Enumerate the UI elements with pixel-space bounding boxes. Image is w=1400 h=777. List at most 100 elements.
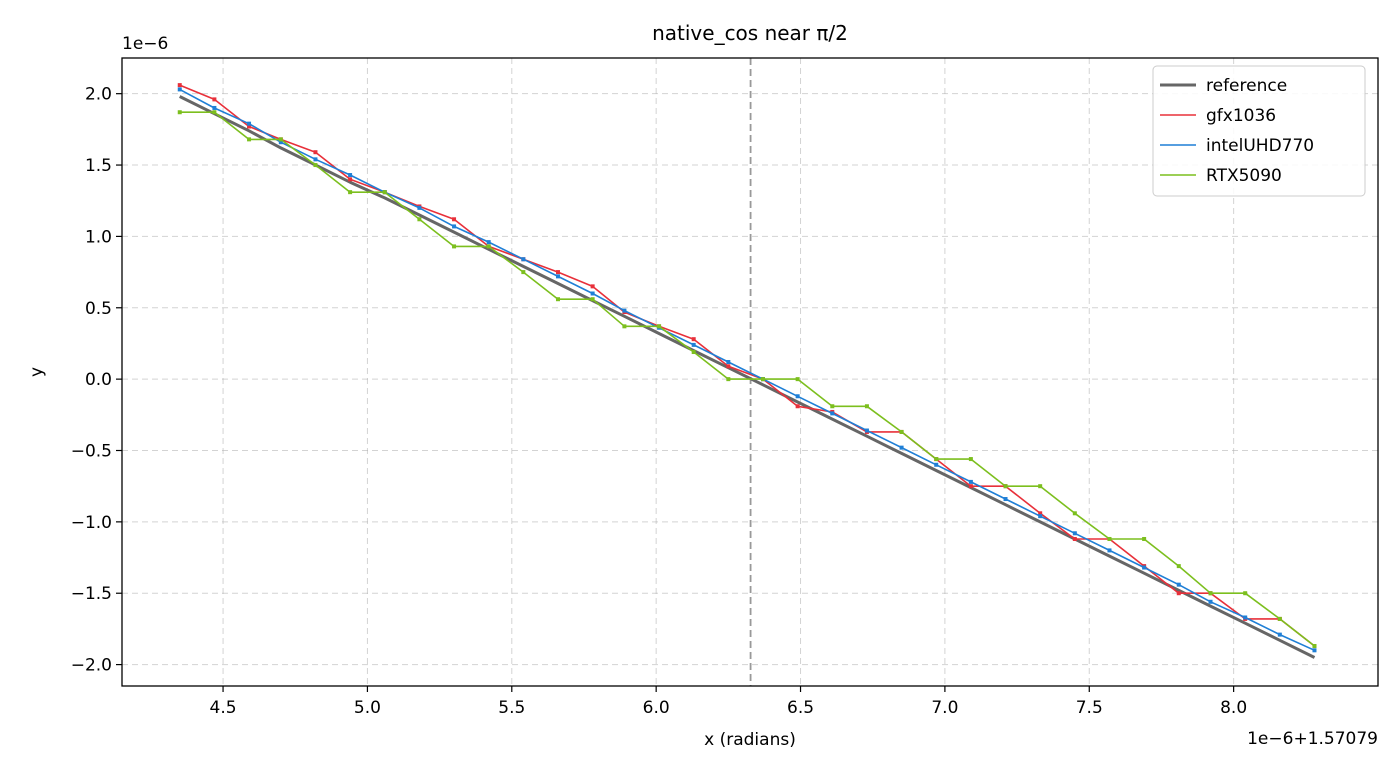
data-point-inteluhd770 xyxy=(1243,615,1248,620)
data-point-inteluhd770 xyxy=(177,87,182,92)
y-tick-label: 0.5 xyxy=(85,299,112,319)
data-point-rtx5090 xyxy=(899,429,904,434)
y-tick-label: −1.0 xyxy=(71,513,112,533)
series-line-gfx1036 xyxy=(179,84,1315,647)
data-point-rtx5090 xyxy=(622,324,627,329)
data-point-rtx5090 xyxy=(1072,511,1077,516)
data-point-gfx1036 xyxy=(212,97,217,102)
data-point-gfx1036 xyxy=(1038,511,1043,516)
data-point-rtx5090 xyxy=(760,377,765,382)
y-tick-label: 0.0 xyxy=(85,370,112,390)
x-axis-label: x (radians) xyxy=(704,730,796,750)
data-point-inteluhd770 xyxy=(486,240,491,245)
data-point-rtx5090 xyxy=(555,297,560,302)
chart-title: native_cos near π/2 xyxy=(652,21,848,45)
data-point-inteluhd770 xyxy=(278,140,283,145)
x-tick-label: 8.0 xyxy=(1220,698,1247,718)
data-point-rtx5090 xyxy=(1176,564,1181,569)
data-point-rtx5090 xyxy=(1003,484,1008,489)
legend-entry-rtx5090: RTX5090 xyxy=(1160,166,1282,186)
data-point-inteluhd770 xyxy=(452,224,457,229)
series-inteluhd770 xyxy=(177,87,1317,653)
data-point-rtx5090 xyxy=(1107,536,1112,541)
y-tick-label: −2.0 xyxy=(71,656,112,676)
x-tick-label: 5.5 xyxy=(498,698,525,718)
data-point-gfx1036 xyxy=(726,364,731,369)
data-point-inteluhd770 xyxy=(247,121,252,126)
x-tick-label: 4.5 xyxy=(210,698,237,718)
y-tick-label: 2.0 xyxy=(85,85,112,105)
data-point-inteluhd770 xyxy=(830,411,835,416)
data-point-inteluhd770 xyxy=(1277,632,1282,637)
data-point-inteluhd770 xyxy=(1208,599,1213,604)
data-point-inteluhd770 xyxy=(417,205,422,210)
legend-entry-inteluhd770: intelUHD770 xyxy=(1160,136,1314,156)
data-point-gfx1036 xyxy=(177,83,182,88)
data-point-rtx5090 xyxy=(1243,591,1248,596)
data-point-inteluhd770 xyxy=(521,257,526,262)
data-point-rtx5090 xyxy=(968,457,973,462)
x-axis-ticks: 4.5 5.0 5.5 6.0 6.5 7.0 7.5 8.0 xyxy=(210,686,1247,718)
series-line-reference xyxy=(179,95,1316,659)
legend-label: RTX5090 xyxy=(1206,166,1282,186)
data-point-rtx5090 xyxy=(830,404,835,409)
data-point-inteluhd770 xyxy=(348,173,353,178)
x-tick-label: 6.0 xyxy=(643,698,670,718)
series-line-rtx5090 xyxy=(179,111,1315,647)
data-point-rtx5090 xyxy=(486,244,491,249)
data-point-rtx5090 xyxy=(795,377,800,382)
grid xyxy=(122,58,1378,686)
y-axis-offset-text: 1e−6 xyxy=(122,34,168,54)
y-axis-label: y xyxy=(27,367,47,377)
series-group xyxy=(177,83,1317,659)
series-reference xyxy=(179,95,1316,659)
x-tick-label: 5.0 xyxy=(354,698,381,718)
data-point-rtx5090 xyxy=(452,244,457,249)
data-point-rtx5090 xyxy=(1038,484,1043,489)
y-tick-label: 1.0 xyxy=(85,227,112,247)
data-point-rtx5090 xyxy=(691,350,696,355)
y-tick-label: −1.5 xyxy=(71,584,112,604)
data-point-rtx5090 xyxy=(1277,616,1282,621)
data-point-inteluhd770 xyxy=(726,360,731,365)
legend: reference gfx1036 intelUHD770 RTX5090 xyxy=(1152,65,1366,197)
data-point-gfx1036 xyxy=(691,337,696,342)
data-point-inteluhd770 xyxy=(1003,497,1008,502)
data-point-inteluhd770 xyxy=(864,428,869,433)
data-point-gfx1036 xyxy=(1072,536,1077,541)
x-tick-label: 6.5 xyxy=(787,698,814,718)
data-point-rtx5090 xyxy=(934,457,939,462)
data-point-inteluhd770 xyxy=(313,157,318,162)
data-point-rtx5090 xyxy=(590,297,595,302)
data-point-inteluhd770 xyxy=(1038,514,1043,519)
legend-entry-reference: reference xyxy=(1160,76,1287,96)
data-point-gfx1036 xyxy=(1176,591,1181,596)
data-point-inteluhd770 xyxy=(968,479,973,484)
data-point-rtx5090 xyxy=(417,217,422,222)
plot-frame xyxy=(121,57,1379,687)
data-point-rtx5090 xyxy=(1208,591,1213,596)
data-point-inteluhd770 xyxy=(795,394,800,399)
legend-label: reference xyxy=(1206,76,1287,96)
series-gfx1036 xyxy=(177,83,1317,649)
data-point-inteluhd770 xyxy=(622,308,627,313)
data-point-gfx1036 xyxy=(348,177,353,182)
data-point-rtx5090 xyxy=(864,404,869,409)
series-line-inteluhd770 xyxy=(179,88,1315,652)
data-point-rtx5090 xyxy=(212,110,217,115)
data-point-rtx5090 xyxy=(1142,536,1147,541)
data-point-gfx1036 xyxy=(313,150,318,155)
data-point-rtx5090 xyxy=(726,377,731,382)
y-tick-label: 1.5 xyxy=(85,156,112,176)
legend-entry-gfx1036: gfx1036 xyxy=(1160,106,1276,126)
data-point-inteluhd770 xyxy=(555,274,560,279)
data-point-rtx5090 xyxy=(278,137,283,142)
data-point-gfx1036 xyxy=(590,284,595,289)
data-point-inteluhd770 xyxy=(1107,548,1112,553)
data-point-gfx1036 xyxy=(555,270,560,275)
y-axis-ticks: −2.0 −1.5 −1.0 −0.5 0.0 0.5 1.0 1.5 2.0 xyxy=(71,85,122,676)
data-point-inteluhd770 xyxy=(1072,531,1077,536)
data-point-gfx1036 xyxy=(452,217,457,222)
data-point-rtx5090 xyxy=(657,324,662,329)
